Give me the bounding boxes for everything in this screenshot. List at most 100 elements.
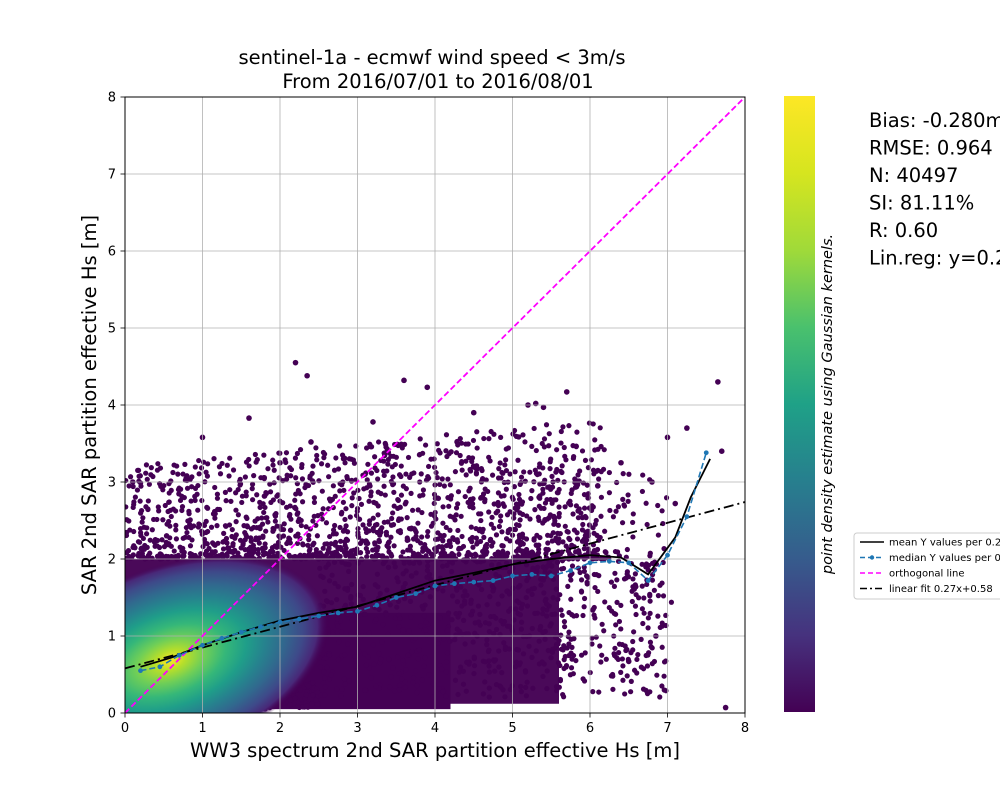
scatter-point	[660, 559, 666, 566]
scatter-point	[400, 483, 406, 489]
scatter-point	[447, 543, 454, 549]
median-marker	[219, 635, 225, 641]
scatter-point	[370, 515, 376, 521]
scatter-point	[200, 543, 206, 550]
scatter-point	[461, 601, 468, 607]
scatter-point	[402, 679, 408, 685]
scatter-point	[441, 483, 447, 489]
outlier-point	[722, 704, 729, 711]
scatter-point	[455, 489, 462, 495]
scatter-point	[144, 544, 150, 550]
scatter-point	[503, 457, 509, 463]
scatter-point	[488, 428, 494, 435]
scatter-point	[416, 647, 422, 653]
scatter-point	[486, 647, 492, 653]
scatter-point	[224, 462, 230, 468]
scatter-point	[406, 525, 413, 532]
scatter-point	[458, 664, 464, 670]
scatter-point	[182, 461, 188, 467]
median-marker	[432, 583, 438, 589]
scatter-point	[529, 625, 535, 632]
scatter-point	[564, 528, 570, 535]
scatter-point	[563, 664, 569, 670]
outlier-point	[672, 500, 679, 507]
scatter-point	[606, 490, 613, 496]
scatter-point	[473, 525, 479, 532]
scatter-point	[392, 564, 398, 570]
scatter-point	[367, 518, 373, 524]
scatter-point	[399, 445, 405, 451]
scatter-point	[567, 672, 574, 678]
scatter-point	[524, 513, 530, 519]
scatter-point	[396, 682, 403, 689]
scatter-point	[482, 499, 488, 505]
scatter-point	[460, 668, 466, 674]
scatter-point	[496, 555, 503, 561]
scatter-point	[554, 466, 560, 473]
series-line-1	[140, 452, 708, 672]
scatter-point	[625, 498, 631, 504]
scatter-point	[349, 503, 355, 509]
scatter-point	[422, 627, 429, 633]
scatter-point	[449, 617, 455, 623]
scatter-point	[174, 463, 180, 469]
scatter-point	[137, 553, 144, 560]
scatter-point	[560, 424, 566, 430]
scatter-point	[226, 473, 232, 479]
scatter-point	[571, 527, 578, 533]
median-marker	[277, 619, 283, 625]
scatter-point	[233, 507, 239, 513]
scatter-point	[403, 499, 409, 505]
scatter-point	[533, 447, 539, 454]
scatter-point	[450, 535, 456, 541]
scatter-point	[488, 521, 494, 527]
scatter-point	[437, 481, 443, 488]
scatter-point	[173, 522, 179, 528]
scatter-point	[613, 508, 619, 514]
scatter-point	[501, 493, 507, 499]
scatter-point	[364, 485, 370, 491]
scatter-point	[448, 569, 455, 575]
scatter-point	[208, 524, 215, 530]
scatter-point	[516, 491, 522, 498]
scatter-point	[215, 540, 221, 546]
scatter-point	[371, 499, 377, 505]
scatter-point	[200, 522, 207, 528]
y-tick-label: 6	[108, 245, 116, 260]
scatter-point	[567, 498, 573, 504]
scatter-point	[621, 503, 628, 509]
scatter-point	[298, 522, 304, 529]
scatter-point	[435, 495, 442, 501]
scatter-point	[138, 545, 145, 551]
scatter-point	[417, 451, 423, 458]
scatter-point	[640, 472, 646, 478]
scatter-point	[314, 689, 321, 696]
scatter-point	[540, 490, 546, 496]
scatter-point	[510, 565, 516, 571]
scatter-point	[126, 483, 132, 489]
scatter-point	[598, 513, 604, 519]
scatter-point	[610, 514, 616, 520]
scatter-point	[390, 522, 397, 528]
scatter-point	[440, 520, 446, 526]
scatter-point	[468, 552, 474, 558]
scatter-point	[434, 475, 440, 481]
scatter-point	[326, 652, 333, 658]
scatter-point	[520, 651, 527, 657]
outlier-point	[715, 379, 721, 385]
scatter-point	[592, 615, 598, 621]
scatter-point	[272, 518, 278, 524]
scatter-point	[500, 501, 506, 507]
median-marker	[393, 595, 399, 600]
scatter-point	[167, 523, 173, 529]
scatter-point	[440, 563, 446, 569]
scatter-point	[502, 694, 508, 700]
scatter-point	[419, 589, 425, 595]
scatter-point	[136, 473, 142, 479]
scatter-point	[663, 612, 669, 619]
scatter-point	[507, 538, 513, 544]
scatter-point	[385, 519, 391, 525]
scatter-point	[447, 482, 453, 488]
scatter-point	[594, 532, 600, 538]
scatter-point	[497, 460, 503, 466]
